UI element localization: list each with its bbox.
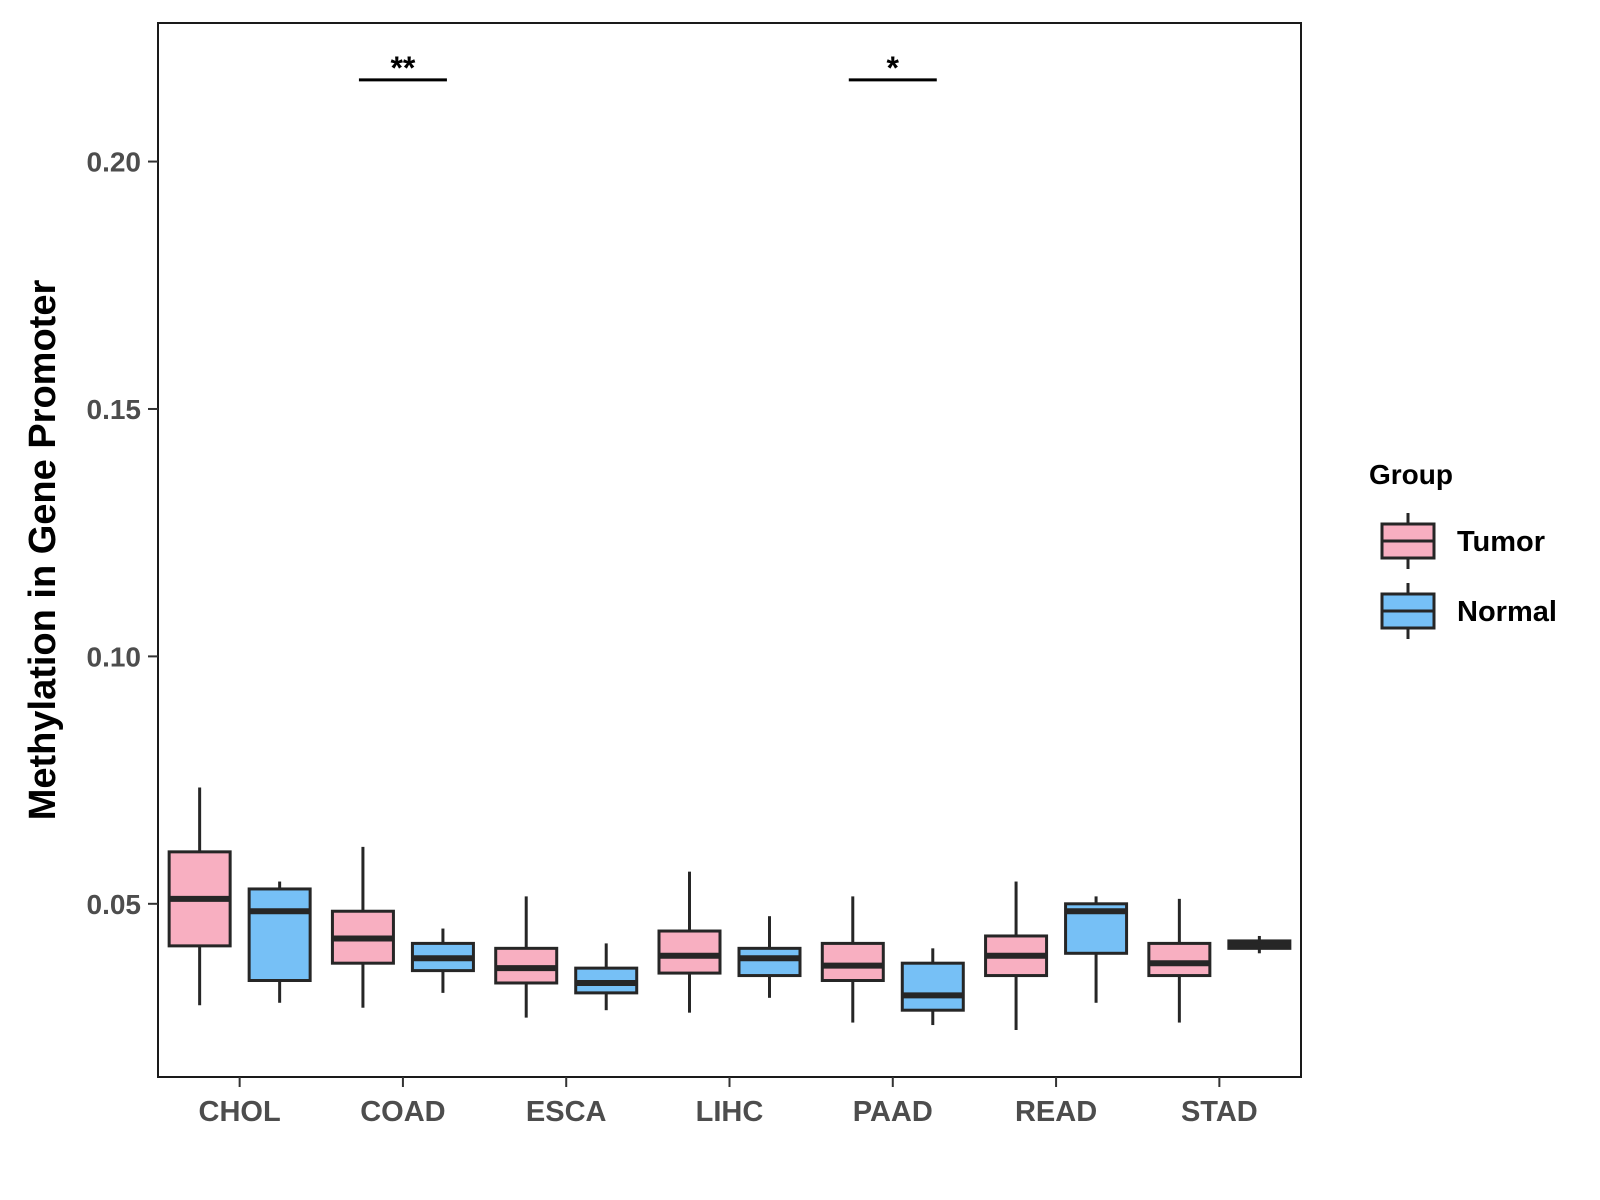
box-body [737,946,802,978]
y-tick-label: 0.20 [87,147,142,178]
y-tick-label: 0.05 [87,889,142,920]
x-tick-label-stad: STAD [1181,1096,1258,1128]
x-axis: CHOL COAD ESCA LIHC PAAD READ STAD [199,1077,1258,1128]
legend-title: Group [1369,459,1453,490]
box-body [247,887,312,983]
significance-label-paad: * [887,50,900,86]
legend-label-tumor: Tumor [1457,526,1545,558]
box-normal-coad [410,928,475,993]
box-body [820,941,885,983]
y-tick-label: 0.10 [87,641,142,672]
box-normal-paad [900,948,965,1026]
x-tick-label-chol: CHOL [199,1096,281,1128]
significance-annotations: ** * [358,50,937,86]
box-tumor-stad [1147,898,1212,1023]
legend-label-normal: Normal [1457,596,1557,628]
x-tick-label-read: READ [1015,1096,1097,1128]
plot-panel-border [157,22,1302,1078]
legend: Group Tumor Normal [1369,459,1557,639]
box-normal-read [1064,896,1129,1003]
y-axis-title: Methylation in Gene Promoter [22,280,64,821]
box-tumor-esca [494,896,559,1018]
x-tick-label-paad: PAAD [853,1096,933,1128]
box-tumor-lihc [657,871,722,1013]
box-body [900,961,965,1012]
x-tick-label-esca: ESCA [526,1096,607,1128]
x-tick-label-lihc: LIHC [696,1096,764,1128]
x-tick-label-coad: COAD [360,1096,445,1128]
legend-entry-tumor: Tumor [1380,513,1545,569]
y-tick-label: 0.15 [87,394,142,425]
boxplot-series [167,787,1292,1030]
y-axis: 0.05 0.10 0.15 0.20 [87,147,158,920]
box-tumor-chol [167,787,232,1006]
box-normal-chol [247,881,312,1003]
box-body [657,929,722,975]
box-normal-esca [574,943,639,1011]
box-normal-lihc [737,916,802,998]
significance-label-coad: ** [390,50,415,86]
box-normal-stad [1227,935,1292,954]
box-tumor-coad [330,846,395,1008]
box-body [1147,941,1212,978]
legend-entry-normal: Normal [1380,583,1557,639]
box-tumor-read [984,881,1049,1030]
box-tumor-paad [820,896,885,1023]
